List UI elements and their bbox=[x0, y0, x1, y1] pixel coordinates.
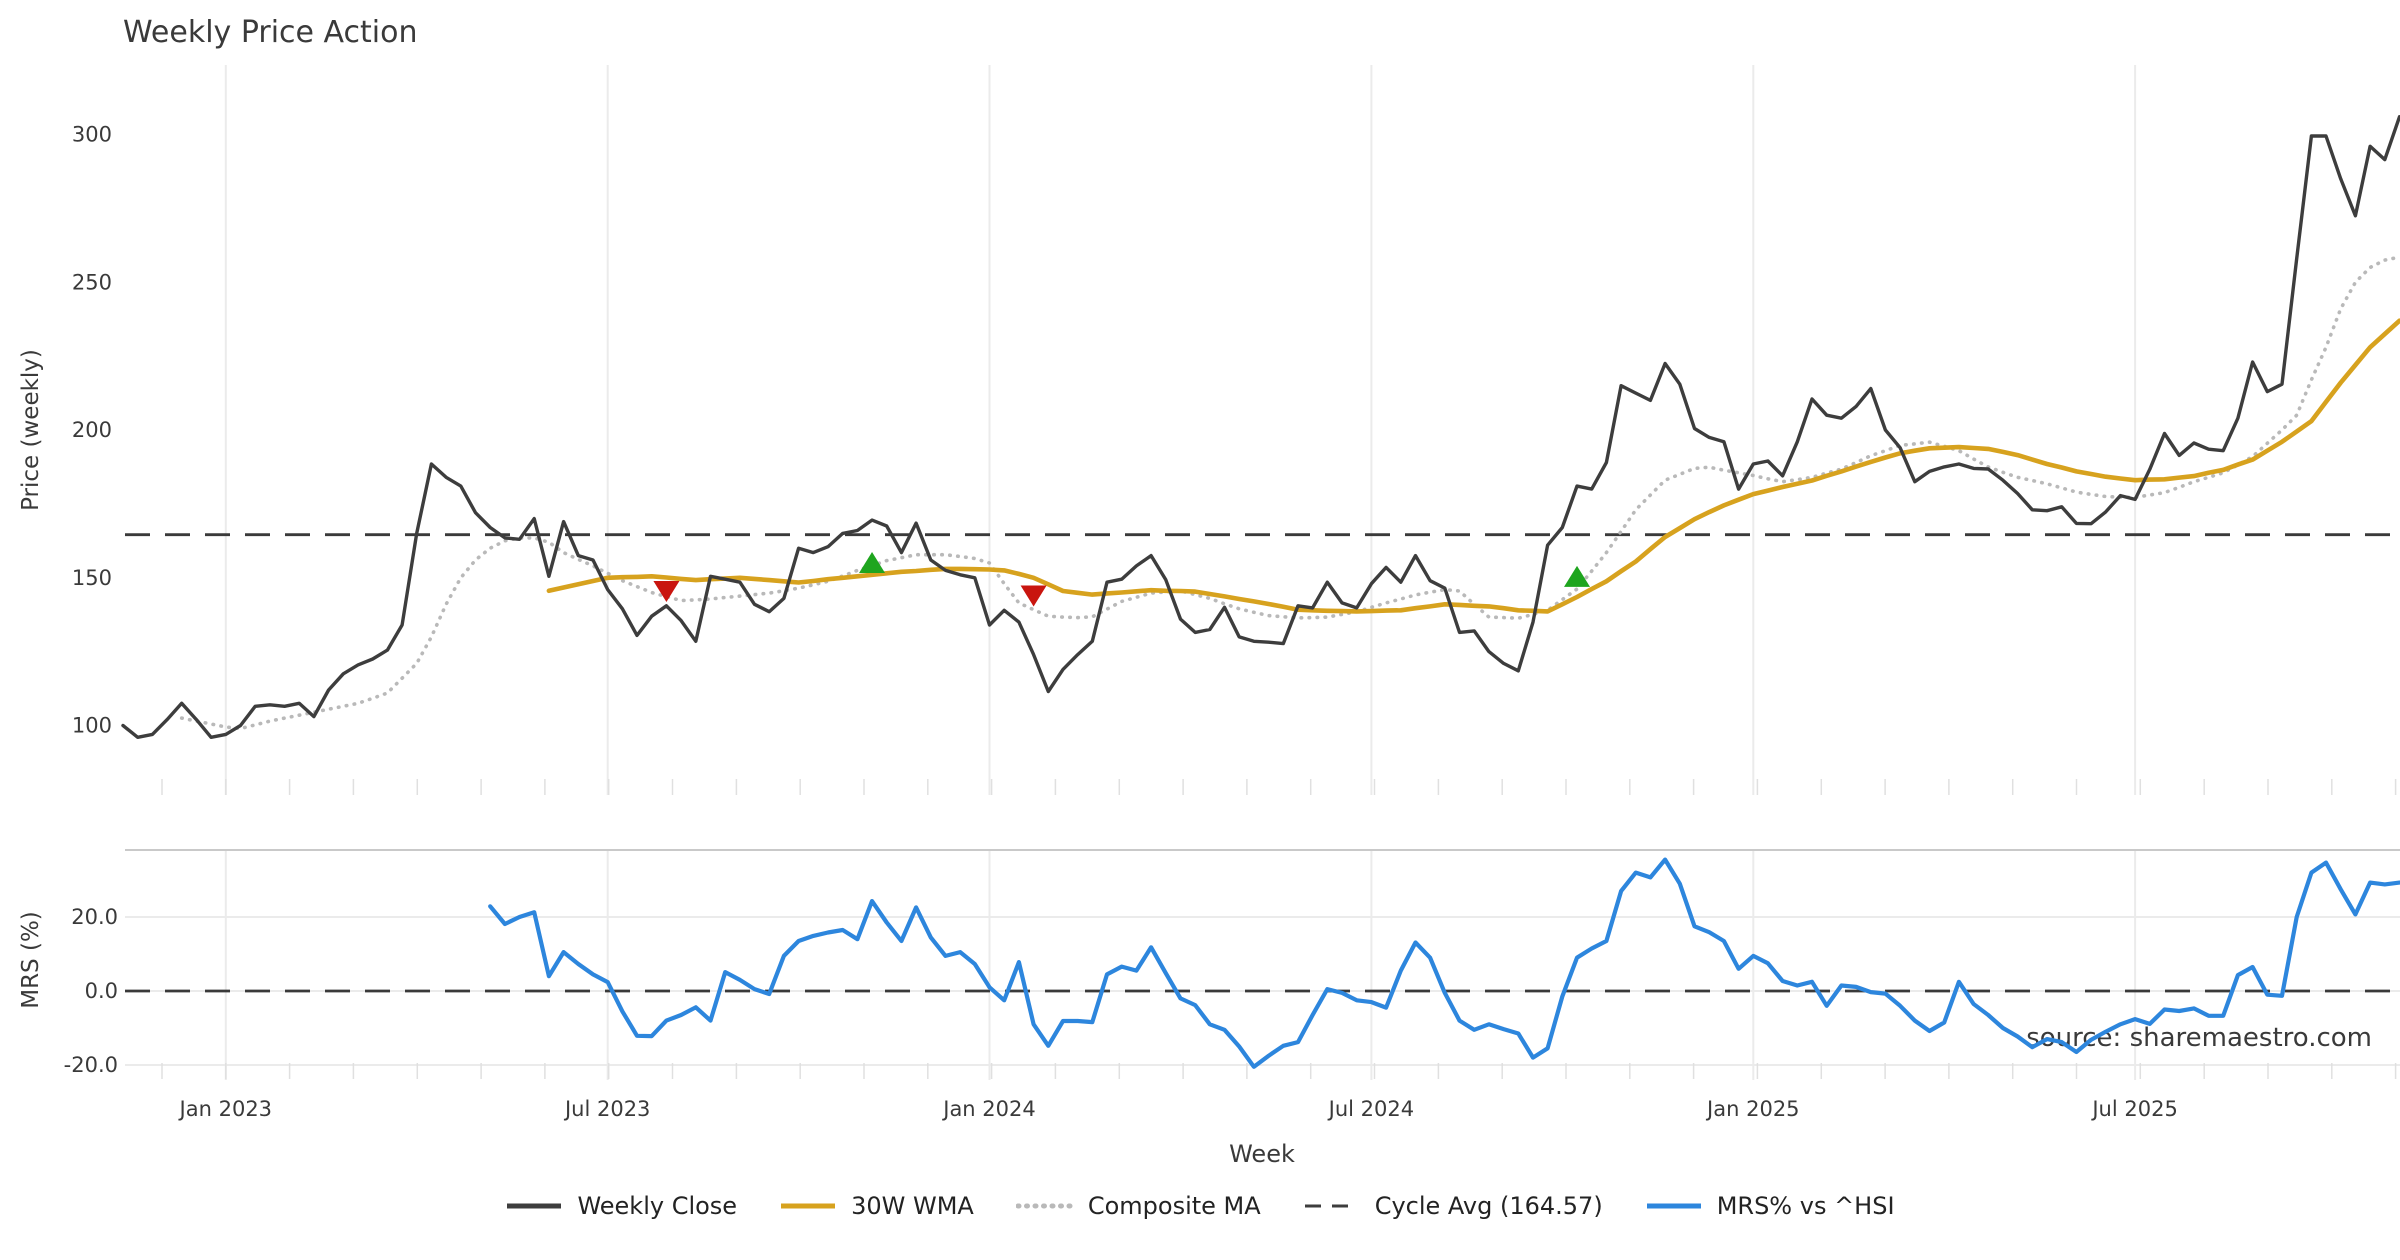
mrs-line bbox=[488, 857, 2400, 1069]
x-tick-label: Jul 2025 bbox=[2090, 1097, 2177, 1121]
legend-label: MRS% vs ^HSI bbox=[1716, 1192, 1895, 1220]
weekly-close-line bbox=[121, 115, 2400, 739]
legend-item: MRS% vs ^HSI bbox=[1645, 1192, 1895, 1220]
legend-swatch bbox=[507, 1203, 562, 1209]
legend-swatch bbox=[1015, 1203, 1074, 1209]
mrs-y-tick-label: 0.0 bbox=[85, 979, 118, 1003]
buy-marker bbox=[1564, 565, 1591, 587]
chart-legend: Weekly Close 30W WMA Composite MA Cycle Avg… bbox=[0, 1192, 2400, 1220]
x-tick-label: Jan 2023 bbox=[178, 1097, 273, 1121]
price-y-tick-label: 200 bbox=[72, 418, 112, 442]
sell-marker bbox=[1020, 585, 1047, 607]
mrs-y-axis-label: MRS (%) bbox=[18, 911, 44, 1009]
legend-item: Weekly Close bbox=[505, 1192, 737, 1220]
legend-label: Composite MA bbox=[1087, 1192, 1261, 1220]
legend-swatch bbox=[1304, 1204, 1359, 1208]
sell-marker bbox=[653, 581, 680, 603]
legend-label: 30W WMA bbox=[851, 1192, 974, 1220]
x-tick-label: Jul 2024 bbox=[1327, 1097, 1414, 1121]
price-y-tick-label: 150 bbox=[72, 566, 112, 590]
legend-swatch bbox=[1646, 1203, 1701, 1209]
tick-label-layer: 100 150 200 250 300 -20.0 0.0 20.0 Jan 2023 Jul 2… bbox=[64, 123, 2178, 1122]
x-tick-label: Jan 2024 bbox=[941, 1097, 1036, 1121]
price-y-tick-label: 250 bbox=[72, 270, 112, 294]
composite-ma-line bbox=[179, 255, 2400, 731]
legend-swatch bbox=[781, 1203, 836, 1209]
legend-item: 30W WMA bbox=[779, 1192, 974, 1220]
legend-label: Cycle Avg (164.57) bbox=[1374, 1192, 1603, 1220]
mrs-y-tick-label: -20.0 bbox=[64, 1053, 118, 1077]
price-y-tick-label: 100 bbox=[72, 714, 112, 738]
chart-title: Weekly Price Action bbox=[123, 15, 418, 50]
series-layer bbox=[121, 115, 2400, 1069]
x-tick-label: Jan 2025 bbox=[1705, 1097, 1800, 1121]
mrs-y-tick-label: 20.0 bbox=[71, 905, 118, 929]
legend-item: Cycle Avg (164.57) bbox=[1303, 1192, 1603, 1220]
wma-line bbox=[546, 318, 2400, 614]
x-tick-label: Jul 2023 bbox=[563, 1097, 650, 1121]
legend-label: Weekly Close bbox=[577, 1192, 738, 1220]
price-y-axis-label: Price (weekly) bbox=[18, 349, 44, 511]
buy-marker bbox=[859, 551, 886, 573]
x-axis-label: Week bbox=[1229, 1140, 1295, 1168]
grid-layer bbox=[125, 65, 2400, 1080]
price-y-tick-label: 300 bbox=[72, 123, 112, 147]
legend-item: Composite MA bbox=[1015, 1192, 1261, 1220]
